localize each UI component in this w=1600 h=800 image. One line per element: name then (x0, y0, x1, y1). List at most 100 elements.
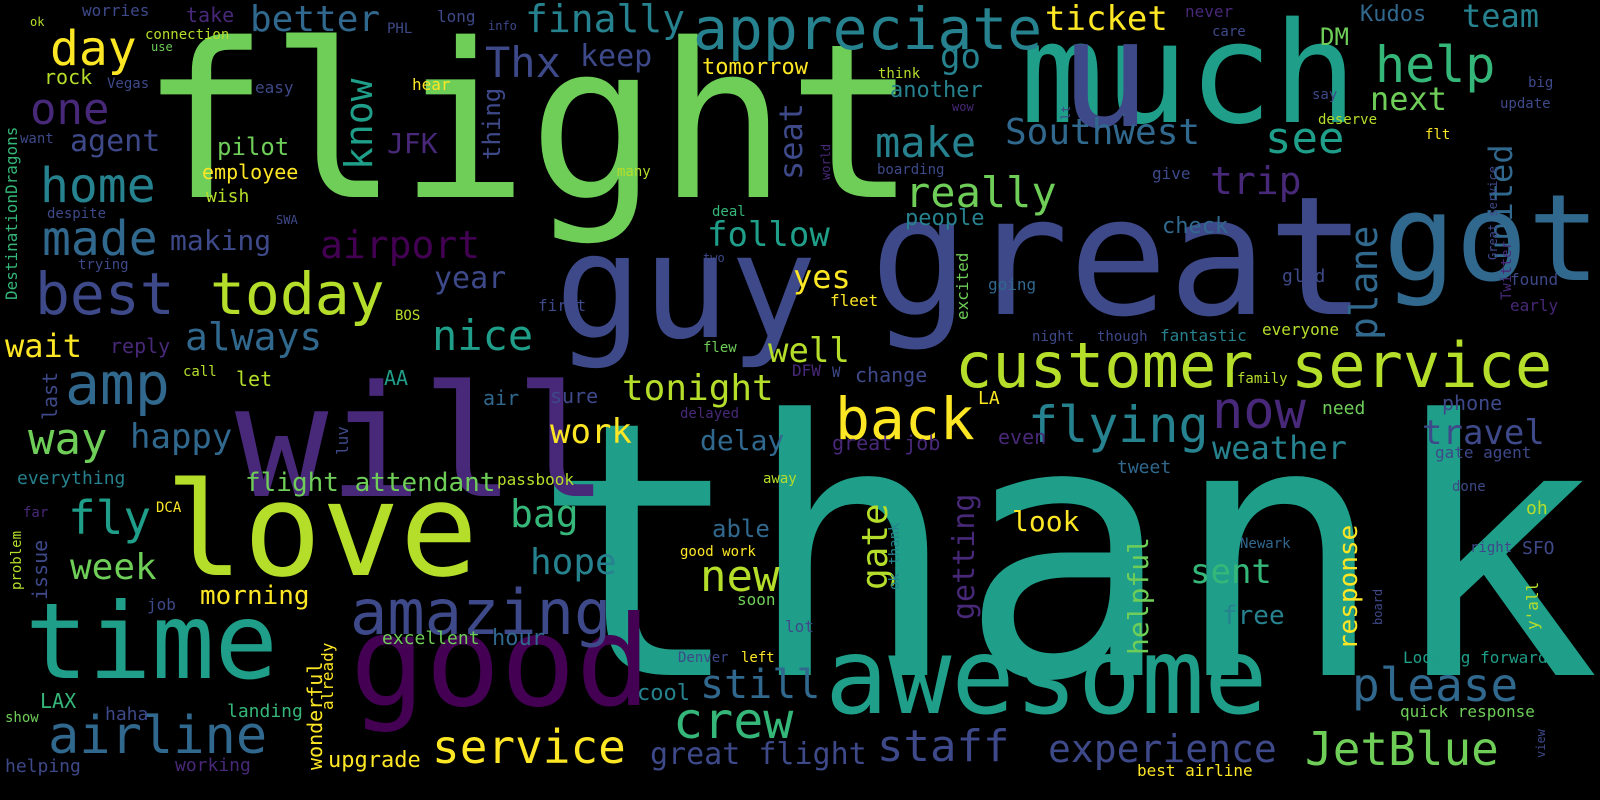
word-tweet: tweet (1117, 457, 1172, 478)
word-deserve: deserve (1318, 112, 1378, 128)
word-worries: worries (82, 1, 150, 20)
word-upgrade: upgrade (328, 748, 421, 773)
word-really: really (905, 168, 1057, 217)
word-connection: connection (145, 27, 230, 43)
word-delayed: delayed (680, 406, 740, 422)
word-phl: PHL (387, 21, 413, 37)
word-wish: wish (206, 186, 250, 207)
word-soon: soon (737, 590, 776, 609)
word-amazing: amazing (350, 576, 612, 649)
word-customer-service: customer service (955, 329, 1553, 402)
word-see: see (1265, 113, 1345, 164)
word-rock: rock (44, 65, 93, 89)
word-ok-thank: ok thank (887, 522, 903, 590)
word-thx: Thx (485, 38, 561, 87)
word-travel: travel (1422, 413, 1545, 453)
word-way: way (28, 414, 108, 465)
word-sure: sure (550, 384, 599, 408)
word-got: got (1383, 170, 1600, 309)
word-delay: delay (700, 424, 785, 457)
word-awesome: awesome (825, 616, 1268, 738)
word-making: making (170, 224, 272, 257)
word-another: another (890, 78, 983, 103)
word-week: week (70, 547, 157, 588)
word-sfo: SFO (1522, 538, 1555, 559)
word-helpful: helpful (1122, 536, 1155, 655)
word-great-job: great job (832, 431, 941, 455)
word-yes: yes (793, 258, 851, 296)
word-now: now (1212, 381, 1306, 441)
word-glad: glad (1282, 266, 1326, 287)
word-let: let (236, 367, 273, 391)
word-even: even (998, 425, 1047, 449)
word-helping: helping (5, 756, 81, 777)
word-flt: flt (1425, 127, 1451, 143)
word-fleet: fleet (830, 291, 879, 310)
word-airport: airport (320, 223, 481, 267)
word-landing: landing (227, 701, 303, 722)
word-excited: excited (953, 252, 972, 320)
word-care: care (1212, 24, 1246, 40)
word-reply: reply (110, 334, 171, 358)
word-service: service (432, 720, 626, 774)
word-go: go (940, 37, 981, 77)
word-ok: ok (30, 15, 45, 29)
word-free: free (1222, 601, 1285, 631)
word-destinationdragons: DestinationDragons (2, 126, 21, 300)
word-easy: easy (255, 78, 294, 97)
word-made: made (42, 211, 158, 267)
word-flying: flying (1028, 396, 1209, 454)
word-info: info (488, 19, 517, 33)
word-look: look (1012, 505, 1080, 538)
word-one: one (30, 84, 110, 135)
word-appreciate: appreciate (693, 0, 1043, 63)
word-family: family (1237, 371, 1288, 387)
word-dca: DCA (156, 500, 182, 516)
word-need: need (1322, 398, 1366, 419)
word-right: right (1470, 540, 1513, 556)
word-last: last (38, 371, 62, 420)
word-please: please (1352, 658, 1519, 712)
word-long: long (437, 7, 476, 26)
word-vegas: Vegas (107, 76, 150, 92)
word-trip: trip (1210, 159, 1302, 203)
word-view: view (1534, 729, 1548, 758)
word-today: today (210, 260, 385, 328)
word-say: say (1312, 87, 1338, 103)
word-still: still (700, 662, 821, 708)
word-night: night (1032, 329, 1075, 345)
word-wait: wait (5, 327, 83, 365)
word-nice: nice (432, 311, 534, 360)
word-aa: AA (384, 366, 409, 390)
word-hear: hear (412, 75, 451, 94)
word-great-service: Great service (1486, 166, 1500, 260)
word-lt: lt (1059, 105, 1073, 120)
word-swa: SWA (276, 213, 298, 227)
word-ticket: ticket (1045, 0, 1168, 39)
word-lax: LAX (40, 689, 77, 713)
word-haha: haha (105, 704, 149, 725)
word-take: take (186, 3, 235, 27)
word-next: next (1370, 80, 1448, 118)
word-people: people (905, 206, 985, 231)
word-far: far (23, 505, 49, 521)
word-happy: happy (130, 417, 233, 457)
word-guy: guy (555, 203, 817, 372)
word-thing: thing (478, 87, 506, 160)
word-working: working (175, 755, 251, 776)
word-early: early (1510, 296, 1559, 315)
word-passbook: passbook (497, 470, 575, 489)
word-bos: BOS (395, 308, 421, 324)
word-looking-forward: Looking forward (1403, 648, 1548, 667)
word-hour: hour (492, 626, 545, 651)
word-good: good (350, 590, 652, 735)
word-keep: keep (580, 39, 653, 74)
word-great-flight: great flight (650, 737, 867, 772)
word-better: better (250, 0, 381, 40)
word-bag: bag (510, 492, 579, 536)
word-work: work (550, 412, 632, 452)
word-weather: weather (1212, 429, 1347, 467)
word-kudos: Kudos (1360, 2, 1427, 27)
word-gate-agent: gate agent (1435, 443, 1532, 462)
